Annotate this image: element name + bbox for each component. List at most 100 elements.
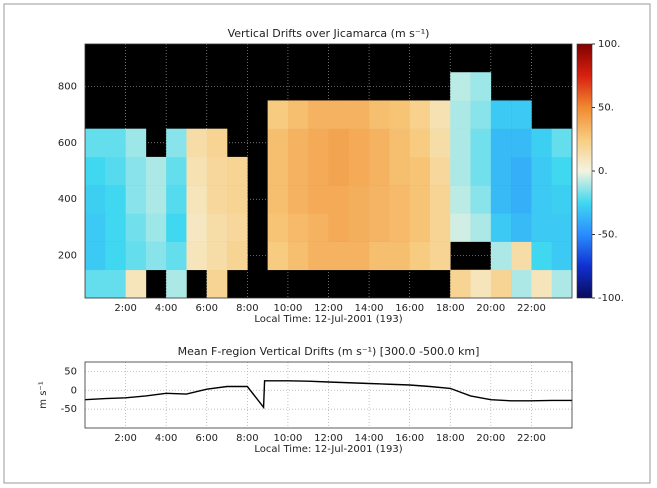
heatmap-cell [369, 185, 390, 214]
heatmap-cell [207, 213, 228, 242]
heatmap-cell [166, 185, 187, 214]
heatmap-cell [126, 213, 147, 242]
x-tick-label: 18:00 [436, 303, 465, 314]
x-tick-label: 12:00 [314, 303, 343, 314]
chart-title: Mean F-region Vertical Drifts (m s⁻¹) [3… [178, 345, 480, 358]
x-tick-label: 8:00 [236, 433, 258, 444]
y-axis-label: m s⁻¹ [38, 381, 49, 408]
heatmap-cell [450, 157, 471, 186]
heatmap-cell [186, 129, 207, 158]
heatmap-cell [105, 129, 126, 158]
heatmap-cell [430, 100, 451, 129]
heatmap-cell [105, 242, 126, 271]
heatmap-cell [166, 157, 187, 186]
heatmap-cell [308, 185, 329, 214]
x-tick-label: 2:00 [114, 433, 136, 444]
heatmap-cell [552, 213, 573, 242]
colorbar-tick-label: 0. [598, 166, 608, 177]
heatmap-cell [329, 129, 350, 158]
x-tick-label: 22:00 [517, 303, 546, 314]
x-tick-label: 20:00 [476, 433, 505, 444]
heatmap-cell [430, 213, 451, 242]
heatmap-cell [268, 242, 289, 271]
y-tick-label: 0 [71, 385, 77, 396]
x-tick-label: 12:00 [314, 433, 343, 444]
heatmap-cell [450, 72, 471, 101]
x-tick-label: 4:00 [155, 303, 177, 314]
heatmap-cell [268, 157, 289, 186]
heatmap-cell [531, 129, 552, 158]
heatmap-cell [450, 270, 471, 299]
chart-title: Vertical Drifts over Jicamarca (m s⁻¹) [228, 27, 430, 40]
heatmap-cell [166, 129, 187, 158]
x-tick-label: 22:00 [517, 433, 546, 444]
heatmap-cell [166, 213, 187, 242]
heatmap-cell [531, 213, 552, 242]
x-tick-label: 18:00 [436, 433, 465, 444]
heatmap-cell [308, 100, 329, 129]
heatmap-cell [389, 157, 410, 186]
heatmap-cell [126, 129, 147, 158]
heatmap-cell [146, 213, 167, 242]
heatmap-cell [491, 213, 512, 242]
heatmap-cell [308, 213, 329, 242]
heatmap-cell [146, 157, 167, 186]
figure: Vertical Drifts over Jicamarca (m s⁻¹) 2:… [0, 0, 657, 488]
heatmap-cell [85, 185, 106, 214]
heatmap-cell [531, 270, 552, 299]
x-tick-label: 14:00 [355, 303, 384, 314]
y-tick-label: -50 [61, 404, 77, 415]
heatmap-cell [491, 270, 512, 299]
heatmap-cell [329, 185, 350, 214]
heatmap-cell [329, 213, 350, 242]
x-tick-label: 4:00 [155, 433, 177, 444]
heatmap-cell [288, 157, 309, 186]
heatmap-cell [126, 242, 147, 271]
heatmap-cell [186, 213, 207, 242]
heatmap-cell [511, 129, 532, 158]
colorbar-tick-label: 50. [598, 103, 614, 114]
heatmap-cell [471, 129, 492, 158]
heatmap-cell [268, 129, 289, 158]
heatmap-cell [105, 157, 126, 186]
x-tick-label: 10:00 [274, 303, 303, 314]
heatmap-cell [288, 213, 309, 242]
x-tick-label: 16:00 [395, 433, 424, 444]
x-tick-label: 20:00 [476, 303, 505, 314]
colorbar-tick-label: -100. [598, 293, 624, 304]
x-axis-label: Local Time: 12-Jul-2001 (193) [254, 444, 402, 455]
heatmap-cell [85, 270, 106, 299]
heatmap-cell [450, 100, 471, 129]
heatmap-cell [329, 100, 350, 129]
heatmap-cell [531, 242, 552, 271]
heatmap-cell [329, 157, 350, 186]
heatmap-cell [511, 213, 532, 242]
heatmap-cell [511, 157, 532, 186]
heatmap-cell [491, 100, 512, 129]
heatmap-cell [552, 185, 573, 214]
heatmap-cell [450, 129, 471, 158]
heatmap-cell [369, 213, 390, 242]
heatmap-cell [511, 185, 532, 214]
heatmap-cell [471, 157, 492, 186]
x-tick-label: 10:00 [274, 433, 303, 444]
heatmap-cell [491, 129, 512, 158]
heatmap-cell [126, 157, 147, 186]
heatmap-cell [207, 157, 228, 186]
heatmap-cell [186, 242, 207, 271]
heatmap-cell [349, 100, 370, 129]
heatmap-cell [85, 242, 106, 271]
heatmap-cell [389, 185, 410, 214]
heatmap-cell [511, 100, 532, 129]
heatmap-cell [105, 213, 126, 242]
heatmap-cell [511, 242, 532, 271]
heatmap-cell [349, 242, 370, 271]
heatmap-cell [146, 185, 167, 214]
heatmap-cell [207, 242, 228, 271]
y-tick-label: 200 [58, 251, 77, 262]
y-tick-label: 600 [58, 138, 77, 149]
heatmap-cell [450, 185, 471, 214]
heatmap-cell [166, 242, 187, 271]
heatmap-cell [288, 242, 309, 271]
x-tick-label: 16:00 [395, 303, 424, 314]
